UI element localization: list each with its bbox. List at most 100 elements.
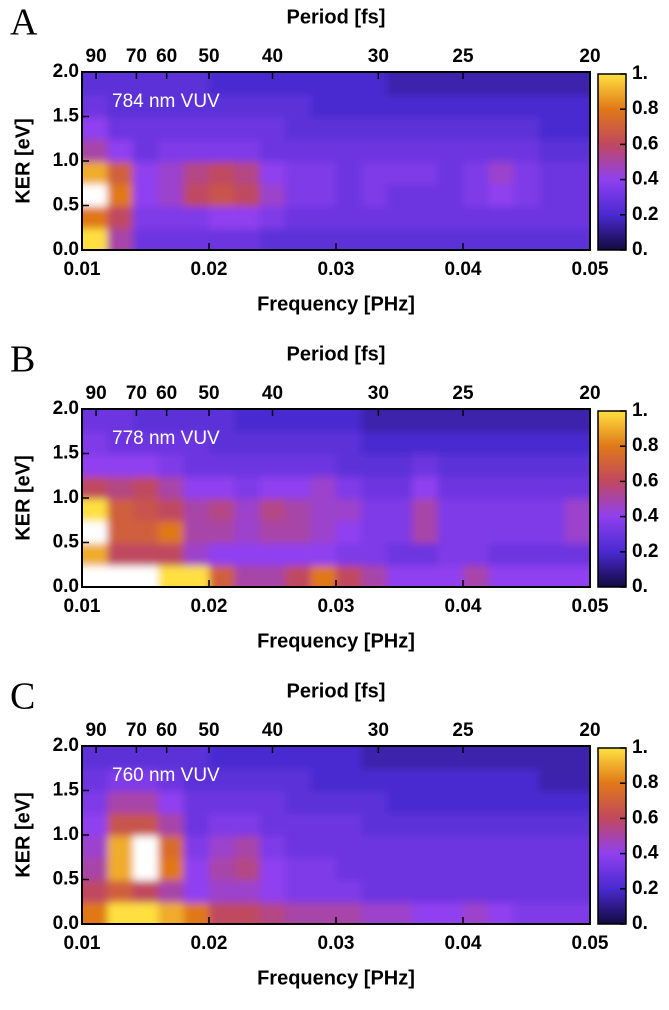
heatmap-cell (183, 520, 210, 544)
heatmap-cell (183, 542, 210, 566)
heatmap-cell (386, 116, 414, 140)
heatmap-cell (488, 94, 515, 118)
heatmap-cell (234, 161, 261, 185)
heatmap-cell (107, 183, 134, 207)
heatmap-cell (513, 746, 541, 770)
heatmap-cell (132, 72, 160, 96)
colorbar-tick-label: 0.6 (632, 807, 658, 828)
heatmap-cell (310, 205, 337, 229)
heatmap-cell (285, 161, 312, 185)
heatmap-cell (209, 227, 236, 250)
y-tick-label: 1.0 (53, 150, 79, 171)
heatmap-cell (336, 520, 363, 544)
heatmap-cell (132, 520, 160, 544)
heatmap-cell (336, 72, 363, 96)
heatmap-cell (158, 94, 185, 118)
heatmap-cell (158, 901, 185, 924)
heatmap-cell (183, 498, 210, 522)
heatmap-cell (107, 520, 134, 544)
heatmap-cell (513, 835, 541, 859)
heatmap-cell (234, 901, 261, 924)
heatmap-cell (82, 835, 109, 859)
heatmap-cell (361, 542, 388, 566)
heatmap-cell (336, 901, 363, 924)
heatmap-cell (539, 475, 566, 499)
heatmap-cell (412, 431, 439, 455)
heatmap-cell (209, 453, 236, 477)
panel-label: B (10, 339, 35, 381)
heatmap-cell (564, 901, 590, 924)
colorbar-tick-label: 0.4 (632, 843, 659, 864)
heatmap-cell (336, 161, 363, 185)
heatmap-cell (132, 768, 160, 792)
heatmap-cell (285, 498, 312, 522)
heatmap-cell (82, 138, 109, 162)
x-tick-label: 0.05 (572, 933, 609, 954)
heatmap-cell (82, 475, 109, 499)
heatmap-cell (564, 205, 590, 229)
heatmap-cell (361, 138, 388, 162)
heatmap-cell (234, 498, 261, 522)
x2-axis-label: Period [fs] (287, 343, 386, 365)
x2-tick-label: 60 (156, 720, 177, 741)
x2-axis-label: Period [fs] (287, 6, 386, 28)
heatmap-cell (488, 768, 515, 792)
heatmap-cell (412, 812, 439, 836)
heatmap-cell (259, 138, 287, 162)
heatmap-cell (437, 835, 464, 859)
heatmap-cell (259, 835, 287, 859)
heatmap-cell (183, 205, 210, 229)
heatmap-cell (463, 901, 490, 924)
x-tick-label: 0.05 (572, 596, 609, 617)
x-tick-label: 0.01 (64, 933, 101, 954)
heatmap-cell (234, 183, 261, 207)
heatmap-cell (412, 835, 439, 859)
heatmap-cell (209, 205, 236, 229)
heatmap-cell (285, 431, 312, 455)
heatmap-cell (437, 138, 464, 162)
heatmap-cell (285, 453, 312, 477)
heatmap-cell (209, 901, 236, 924)
annotation: 760 nm VUV (112, 765, 220, 786)
heatmap-cell (412, 116, 439, 140)
heatmap-cell (513, 812, 541, 836)
heatmap-cell (539, 138, 566, 162)
heatmap-cell (107, 161, 134, 185)
x-axis-label: Frequency [PHz] (257, 630, 415, 652)
heatmap-cell (437, 116, 464, 140)
heatmap-cell (513, 453, 541, 477)
heatmap-cell (82, 857, 109, 881)
heatmap-cell (361, 835, 388, 859)
heatmap-cell (539, 72, 566, 96)
heatmap-cell (412, 183, 439, 207)
heatmap-cell (513, 475, 541, 499)
heatmap-cell (513, 542, 541, 566)
heatmap-cell (82, 768, 109, 792)
y-tick-label: 0.5 (53, 869, 80, 890)
heatmap-cell (107, 835, 134, 859)
heatmap-cell (336, 183, 363, 207)
colorbar-tick-label: 0. (632, 576, 648, 597)
x2-tick-label: 50 (198, 46, 219, 67)
heatmap-cell (132, 790, 160, 814)
heatmap-cell (564, 790, 590, 814)
heatmap-cell (82, 94, 109, 118)
heatmap-cell (183, 857, 210, 881)
heatmap-cell (361, 746, 388, 770)
x2-tick-label: 90 (86, 720, 107, 741)
heatmap-cell (539, 564, 566, 587)
heatmap-cell (437, 857, 464, 881)
heatmap-cell (132, 116, 160, 140)
heatmap-cell (361, 564, 388, 587)
heatmap-cell (336, 812, 363, 836)
heatmap-cell (488, 879, 515, 903)
heatmap-cell (234, 453, 261, 477)
heatmap-cell (132, 542, 160, 566)
colorbar-tick-label: 0.6 (632, 133, 658, 154)
heatmap-cell (209, 72, 236, 96)
heatmap-cell (183, 812, 210, 836)
heatmap (82, 409, 590, 587)
panel-label: C (10, 676, 35, 718)
heatmap-cell (361, 183, 388, 207)
heatmap-cell (488, 746, 515, 770)
